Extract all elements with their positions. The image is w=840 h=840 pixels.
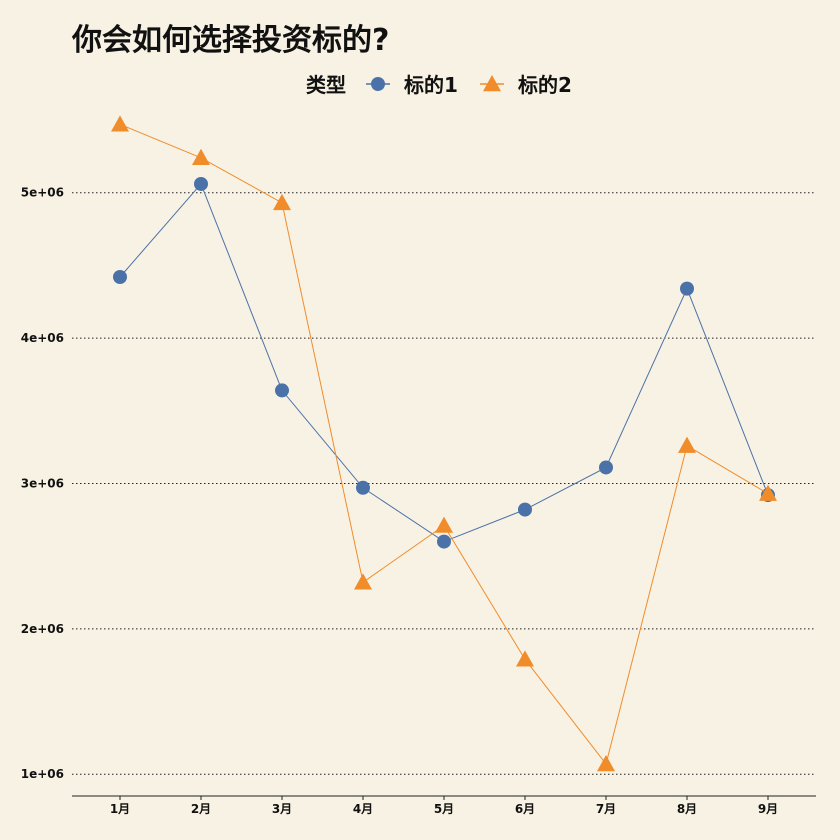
y-tick-label-1: 2e+06 bbox=[21, 622, 64, 636]
series-1-point-1 bbox=[113, 270, 127, 285]
legend-label-1: 标的1 bbox=[404, 73, 458, 97]
gridlines bbox=[72, 192, 816, 775]
x-tick-label-1: 2月 bbox=[191, 802, 211, 816]
series-group bbox=[111, 115, 777, 772]
y-tick-label-2: 3e+06 bbox=[21, 476, 64, 490]
series-1-point-8 bbox=[680, 281, 694, 296]
series-2-point-2 bbox=[192, 148, 210, 165]
series-1 bbox=[113, 176, 775, 549]
x-tick-label-2: 3月 bbox=[272, 802, 292, 816]
series-1-point-6 bbox=[518, 502, 532, 517]
legend: 类型 标的1 标的2 bbox=[306, 73, 572, 97]
y-tick-label-0: 1e+06 bbox=[21, 767, 64, 781]
series-2-point-8 bbox=[678, 436, 696, 453]
series-2-point-3 bbox=[273, 193, 291, 211]
x-tick-label-8: 9月 bbox=[758, 802, 778, 816]
legend-title: 类型 bbox=[306, 73, 346, 97]
x-tick-label-0: 1月 bbox=[110, 802, 130, 816]
y-tick-label-3: 4e+06 bbox=[21, 331, 64, 345]
series-2-point-4 bbox=[354, 573, 372, 590]
legend-key-2 bbox=[483, 75, 501, 92]
y-axis-ticks: 1e+06 2e+06 3e+06 4e+06 5e+06 bbox=[21, 186, 64, 782]
series-1-point-2 bbox=[194, 176, 208, 191]
legend-key-1 bbox=[371, 77, 385, 91]
x-tick-label-3: 4月 bbox=[353, 802, 373, 816]
series-2-point-5 bbox=[435, 516, 453, 533]
series-2-point-7 bbox=[597, 755, 615, 772]
series-2 bbox=[111, 115, 777, 772]
x-tick-label-7: 8月 bbox=[677, 802, 697, 816]
series-1-point-7 bbox=[599, 460, 613, 475]
x-tick-label-5: 6月 bbox=[515, 802, 535, 816]
series-1-point-3 bbox=[275, 383, 289, 398]
y-tick-label-4: 5e+06 bbox=[21, 186, 64, 200]
x-tick-label-4: 5月 bbox=[434, 802, 454, 816]
chart-title: 你会如何选择投资标的? bbox=[71, 23, 389, 58]
x-axis: 1月 2月 3月 4月 5月 6月 7月 8月 9月 bbox=[72, 795, 816, 816]
x-tick-label-6: 7月 bbox=[596, 802, 616, 816]
series-1-point-4 bbox=[356, 480, 370, 495]
series-2-point-9 bbox=[759, 484, 777, 501]
series-1-line bbox=[119, 183, 769, 543]
series-2-point-1 bbox=[111, 115, 129, 132]
series-2-point-6 bbox=[516, 650, 534, 667]
series-2-line bbox=[119, 123, 769, 766]
series-1-point-5 bbox=[437, 534, 451, 549]
legend-label-2: 标的2 bbox=[518, 73, 572, 97]
